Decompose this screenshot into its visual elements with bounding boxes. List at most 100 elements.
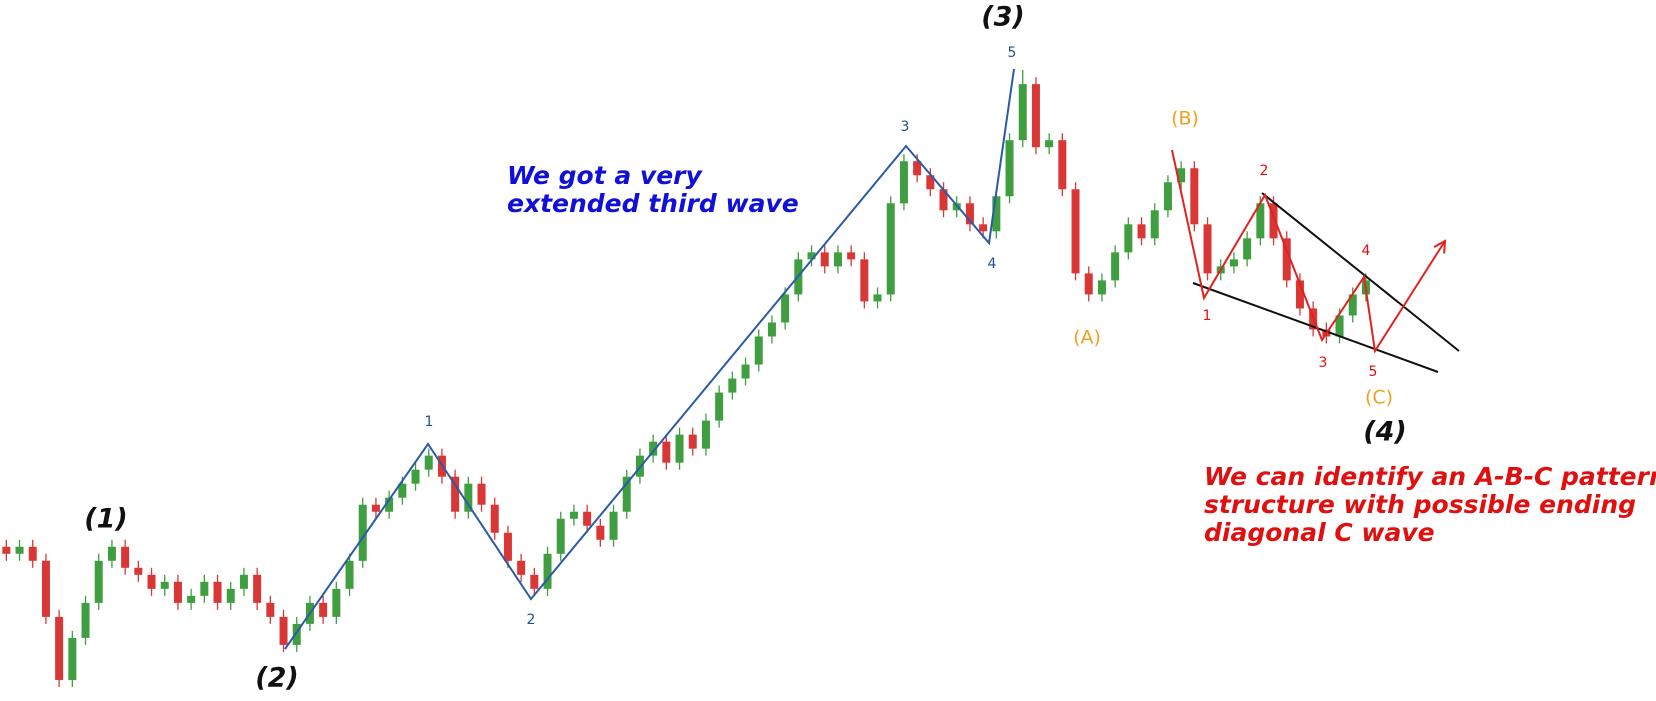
- impulse-label: 3: [901, 119, 910, 135]
- annotation-text: structure with possible ending: [1204, 490, 1636, 519]
- candle-body: [121, 546, 130, 568]
- candle-body: [107, 546, 116, 561]
- candle-body: [715, 392, 724, 421]
- diagonal-label: 4: [1362, 243, 1371, 259]
- candle-body: [609, 511, 618, 540]
- diagonal-label: 5: [1369, 364, 1378, 380]
- candle-body: [187, 595, 196, 603]
- candle-body: [1295, 280, 1304, 309]
- candle-body: [68, 637, 77, 680]
- candle-body: [292, 623, 301, 645]
- candle-body: [939, 189, 948, 211]
- annotation-text: diagonal C wave: [1204, 518, 1435, 547]
- candle-body: [741, 364, 750, 379]
- wave-label: (3): [981, 2, 1024, 33]
- candle-body: [926, 175, 935, 190]
- candle-body: [965, 203, 974, 225]
- candle-body: [767, 322, 776, 337]
- candle-body: [279, 616, 288, 645]
- candle-body: [649, 441, 658, 456]
- candle-body: [1137, 224, 1146, 239]
- candle-body: [728, 378, 737, 393]
- candle-body: [1124, 224, 1133, 253]
- candle-body: [477, 483, 486, 505]
- candle-body: [675, 434, 684, 463]
- candle-body: [147, 574, 156, 589]
- diagonal-lower-trendline: [1192, 282, 1439, 373]
- candle-body: [385, 497, 394, 512]
- candle-body: [1256, 203, 1265, 239]
- correction-label: (B): [1171, 108, 1199, 130]
- candle-body: [662, 441, 671, 463]
- candle-body: [266, 602, 275, 617]
- wave-label: (1): [84, 504, 127, 535]
- candle-body: [1150, 210, 1159, 239]
- wave-label: (4): [1363, 417, 1406, 448]
- candle-body: [543, 553, 552, 589]
- wave-label: (2): [255, 663, 298, 694]
- diagonal-label: 3: [1319, 355, 1328, 371]
- candle-body: [239, 574, 248, 589]
- correction-wave-line: [1171, 149, 1445, 354]
- candle-body: [1269, 203, 1278, 239]
- candle-body: [464, 483, 473, 512]
- candle-body: [1071, 189, 1080, 274]
- impulse-wave-line: [284, 68, 1015, 650]
- candle-body: [1084, 273, 1093, 295]
- candle-body: [847, 252, 856, 260]
- candle-body: [886, 203, 895, 295]
- candle-body: [1177, 168, 1186, 183]
- candle-body: [345, 560, 354, 589]
- candle-body: [503, 532, 512, 561]
- impulse-label: 1: [425, 414, 434, 430]
- candle-body: [411, 469, 420, 484]
- candle-body: [213, 581, 222, 603]
- diagonal-label: 2: [1260, 163, 1269, 179]
- candle-body: [1243, 238, 1252, 260]
- annotation-text: We got a very: [507, 161, 704, 190]
- candle-body: [81, 602, 90, 638]
- candle-body: [226, 588, 235, 603]
- diagonal-label: 1: [1203, 308, 1212, 324]
- candle-body: [622, 476, 631, 512]
- candle-body: [15, 546, 24, 554]
- candle-body: [319, 602, 328, 617]
- candle-body: [424, 455, 433, 470]
- candle-body: [55, 616, 64, 680]
- candle-body: [41, 560, 50, 617]
- candle-body: [134, 567, 143, 575]
- candle-body: [94, 560, 103, 603]
- candle-body: [332, 588, 341, 617]
- candle-body: [807, 252, 816, 260]
- candle-body: [530, 574, 539, 589]
- impulse-label: 4: [988, 256, 997, 272]
- candle-body: [1335, 315, 1344, 337]
- candle-body: [860, 259, 869, 302]
- candle-body: [517, 560, 526, 575]
- candle-body: [781, 294, 790, 323]
- correction-label: (C): [1365, 387, 1393, 409]
- candle-body: [1348, 294, 1357, 316]
- candle-body: [873, 294, 882, 302]
- candle-body: [1203, 224, 1212, 274]
- impulse-label: 5: [1008, 45, 1017, 61]
- candle-body: [596, 525, 605, 540]
- candle-body: [1282, 238, 1291, 281]
- candle-body: [833, 252, 842, 267]
- candle-body: [899, 161, 908, 204]
- impulse-label: 2: [527, 612, 536, 628]
- candle-body: [490, 504, 499, 533]
- candle-body: [1163, 182, 1172, 211]
- candle-body: [992, 196, 1001, 232]
- correction-label: (A): [1073, 327, 1101, 349]
- candle-body: [979, 224, 988, 232]
- diagonal-upper-trendline: [1261, 192, 1460, 352]
- candle-body: [820, 252, 829, 267]
- candle-body: [28, 546, 37, 561]
- labels: (1) (2) (3) (4) 1 2 3 4 5 (A) (B) (C) 1 2 3 4 5 We got a …: [84, 2, 1656, 694]
- candle-body: [1005, 140, 1014, 197]
- candle-body: [913, 161, 922, 176]
- candle-body: [371, 504, 380, 512]
- candle-body: [556, 518, 565, 554]
